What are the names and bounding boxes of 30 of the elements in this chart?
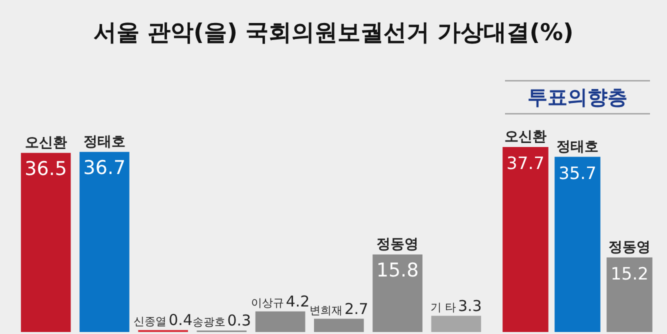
- data-label: 2.7: [344, 300, 368, 318]
- x-tick-label: 정태호: [83, 134, 126, 150]
- x-tick-label: 송광호: [192, 316, 226, 329]
- data-label: 15.2: [610, 264, 648, 284]
- bar: [372, 254, 422, 332]
- data-label: 0.4: [168, 311, 193, 330]
- data-label: 3.3: [458, 296, 482, 315]
- data-label: 4.2: [286, 292, 310, 310]
- data-label: 36.5: [24, 158, 67, 180]
- x-tick-label: 신종열: [134, 315, 167, 328]
- x-tick-label: 정동영: [376, 236, 419, 252]
- bar: [20, 152, 71, 332]
- x-tick-label: 이상규: [250, 296, 284, 310]
- bar: [255, 311, 306, 332]
- data-label: 37.7: [506, 154, 544, 174]
- x-tick-label: 기 타: [430, 300, 456, 314]
- bar: [314, 318, 364, 332]
- x-tick-label: 정태호: [556, 138, 598, 155]
- bar: [431, 316, 482, 332]
- x-tick-label: 변희재: [309, 304, 342, 317]
- data-label: 15.8: [376, 259, 419, 282]
- chart-title: 서울 관악(을) 국회의원보궐선거 가상대결(%): [93, 20, 574, 46]
- x-tick-label: 정동영: [608, 239, 651, 256]
- chart-title: 투표의향층: [528, 85, 628, 109]
- x-tick-label: 오신환: [504, 129, 546, 145]
- bar: [80, 152, 130, 332]
- data-label: 36.7: [83, 156, 126, 179]
- data-label: 0.3: [227, 312, 252, 330]
- x-tick-label: 오신환: [24, 134, 67, 151]
- data-label: 35.7: [558, 164, 596, 184]
